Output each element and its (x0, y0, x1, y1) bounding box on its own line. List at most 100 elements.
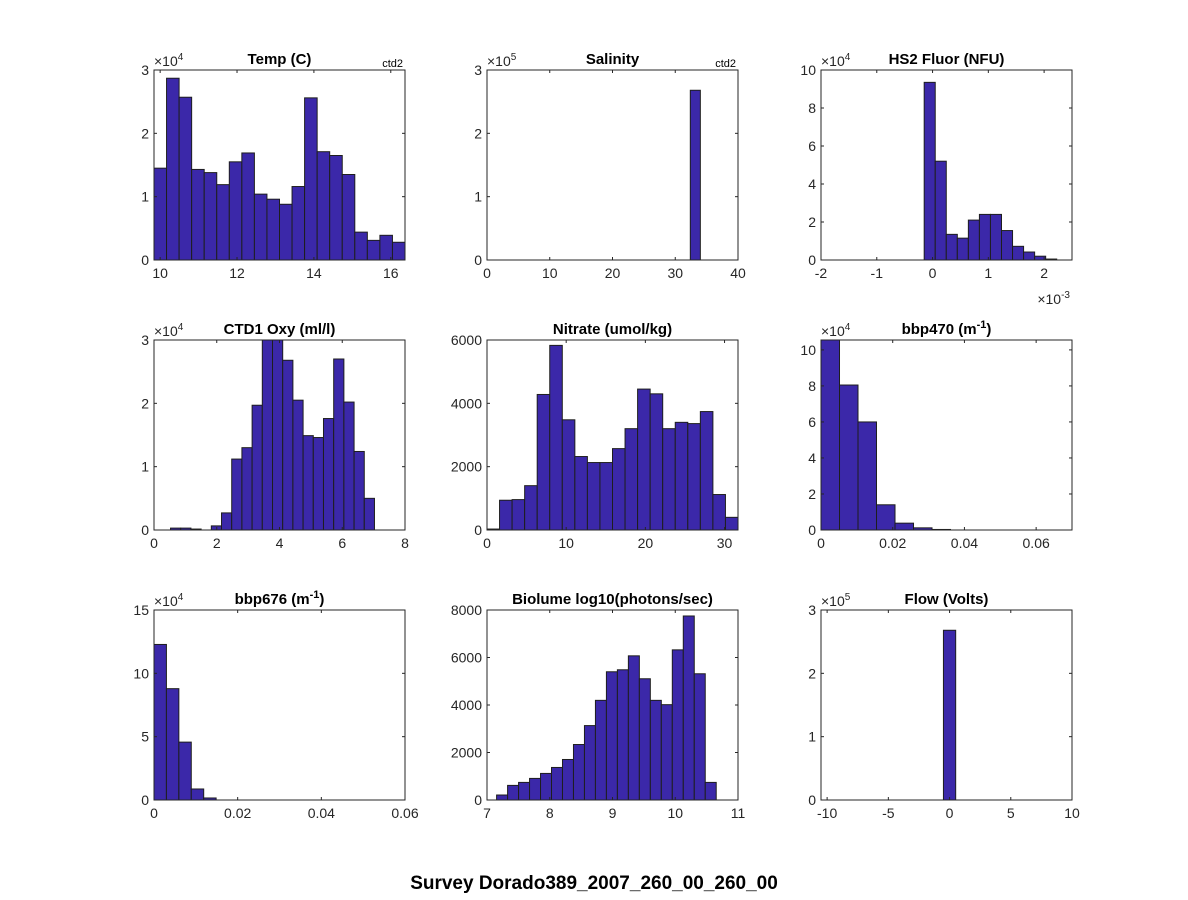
x-tick-label: 20 (605, 265, 621, 281)
histogram-bar (839, 384, 859, 531)
histogram-bar (612, 448, 626, 531)
x-tick-label: 10 (1064, 805, 1080, 821)
x-tick-label: 9 (609, 805, 617, 821)
histogram-bar (178, 96, 193, 261)
x-tick-label: 0.06 (1023, 535, 1050, 551)
exponent-base: ×10 (821, 53, 845, 69)
histogram-panel: 7 8 9 10 11 0 2000 4000 6000 8000 Biolume log10(ph… (451, 591, 746, 821)
y-tick-label: 3 (141, 62, 149, 78)
histogram-bar (353, 450, 365, 531)
x-tick-label: 0.06 (391, 805, 418, 821)
panel-title: Biolume log10(photons/sec) (512, 591, 713, 608)
histogram-bar (228, 161, 243, 261)
y-exponent-label: ×104 (154, 52, 184, 69)
x-tick-label: 4 (276, 535, 284, 551)
histogram-bar (1000, 230, 1014, 261)
y-exponent-label: ×104 (821, 322, 851, 339)
y-tick-label: 4 (808, 176, 816, 192)
histogram-bar (341, 174, 356, 261)
histogram-bar (583, 725, 596, 801)
y-tick-label: 1 (474, 189, 482, 205)
y-tick-label: 1 (141, 189, 149, 205)
histogram-bar (529, 777, 542, 801)
histogram-bar (649, 699, 662, 801)
histogram-bar (272, 339, 284, 531)
histogram-bar (637, 388, 651, 531)
x-tick-label: 8 (401, 535, 409, 551)
y-exponent-label: ×104 (821, 52, 851, 69)
exponent-base: ×10 (154, 323, 178, 339)
exponent-power: 4 (178, 52, 184, 63)
histogram-bar (282, 359, 294, 531)
panel-title: Flow (Volts) (905, 591, 989, 608)
histogram-bar (1012, 245, 1025, 261)
y-tick-label: 2 (141, 395, 149, 411)
y-tick-label: 2 (141, 125, 149, 141)
exponent-power: 4 (178, 322, 184, 333)
histogram-bar (221, 512, 233, 531)
panel-title-text: Salinity (586, 51, 640, 68)
axes-box (486, 339, 739, 531)
histogram-panel: 0 10 20 30 0 2000 4000 6000 Nitrate (umol/kg) (451, 321, 739, 551)
y-tick-label: 6 (808, 414, 816, 430)
histogram-bar (363, 497, 375, 531)
axes-box (820, 69, 1073, 261)
y-tick-label: 3 (141, 332, 149, 348)
x-tick-label: 0 (483, 265, 491, 281)
histogram-bar (627, 655, 640, 801)
x-tick-label: -1 (871, 265, 884, 281)
histogram-bar (820, 339, 841, 531)
histogram-bar (967, 219, 980, 261)
exponent-base: ×10 (821, 593, 845, 609)
histogram-bar (366, 239, 381, 261)
histogram-bar (704, 781, 717, 801)
y-tick-label: 0 (141, 792, 149, 808)
panel-title-text: Flow (Volts) (905, 591, 989, 608)
axes-box (820, 609, 1073, 801)
x-tick-label: 0.02 (224, 805, 251, 821)
x-tick-label: 8 (546, 805, 554, 821)
histogram-bar (649, 393, 664, 531)
histogram-bar (574, 456, 588, 531)
x-tick-label: 0 (150, 535, 158, 551)
axes-box (153, 69, 406, 261)
y-tick-label: 4000 (451, 395, 482, 411)
y-exponent-label: ×105 (487, 52, 517, 69)
histogram-bar (942, 629, 957, 801)
y-tick-label: 8 (808, 100, 816, 116)
histogram-bar (178, 741, 192, 801)
exponent-base: ×10 (487, 53, 511, 69)
histogram-bar (674, 421, 689, 531)
y-tick-label: 0 (141, 252, 149, 268)
histogram-bar (561, 758, 574, 801)
histogram-bar (594, 699, 607, 801)
histogram-bar (934, 160, 947, 261)
histogram-bar (689, 89, 701, 261)
exponent-power: 4 (845, 52, 851, 63)
y-tick-label: 1 (808, 729, 816, 745)
histogram-bar (518, 781, 531, 801)
y-tick-label: 2000 (451, 459, 482, 475)
histogram-bar (551, 766, 563, 801)
panel-title-text: bbp676 (m (235, 591, 310, 608)
histogram-bar (391, 241, 406, 261)
y-tick-label: 10 (133, 665, 149, 681)
histogram-bar (660, 704, 673, 801)
exponent-power: 5 (511, 52, 517, 63)
histogram-bar (511, 499, 526, 531)
exponent-base: ×10 (154, 53, 178, 69)
x-tick-label: 0.04 (308, 805, 335, 821)
histogram-bar (687, 423, 701, 531)
y-tick-label: 10 (800, 342, 816, 358)
histogram-bar (279, 203, 293, 261)
histogram-bar (1023, 251, 1036, 261)
histogram-bar (682, 615, 695, 801)
histogram-bar (291, 186, 306, 261)
x-tick-label: 0 (929, 265, 937, 281)
histogram-bar (379, 234, 393, 261)
y-tick-label: 6 (808, 138, 816, 154)
x-tick-label: 0.02 (879, 535, 906, 551)
histogram-bar (266, 198, 281, 261)
y-tick-label: 8 (808, 378, 816, 394)
